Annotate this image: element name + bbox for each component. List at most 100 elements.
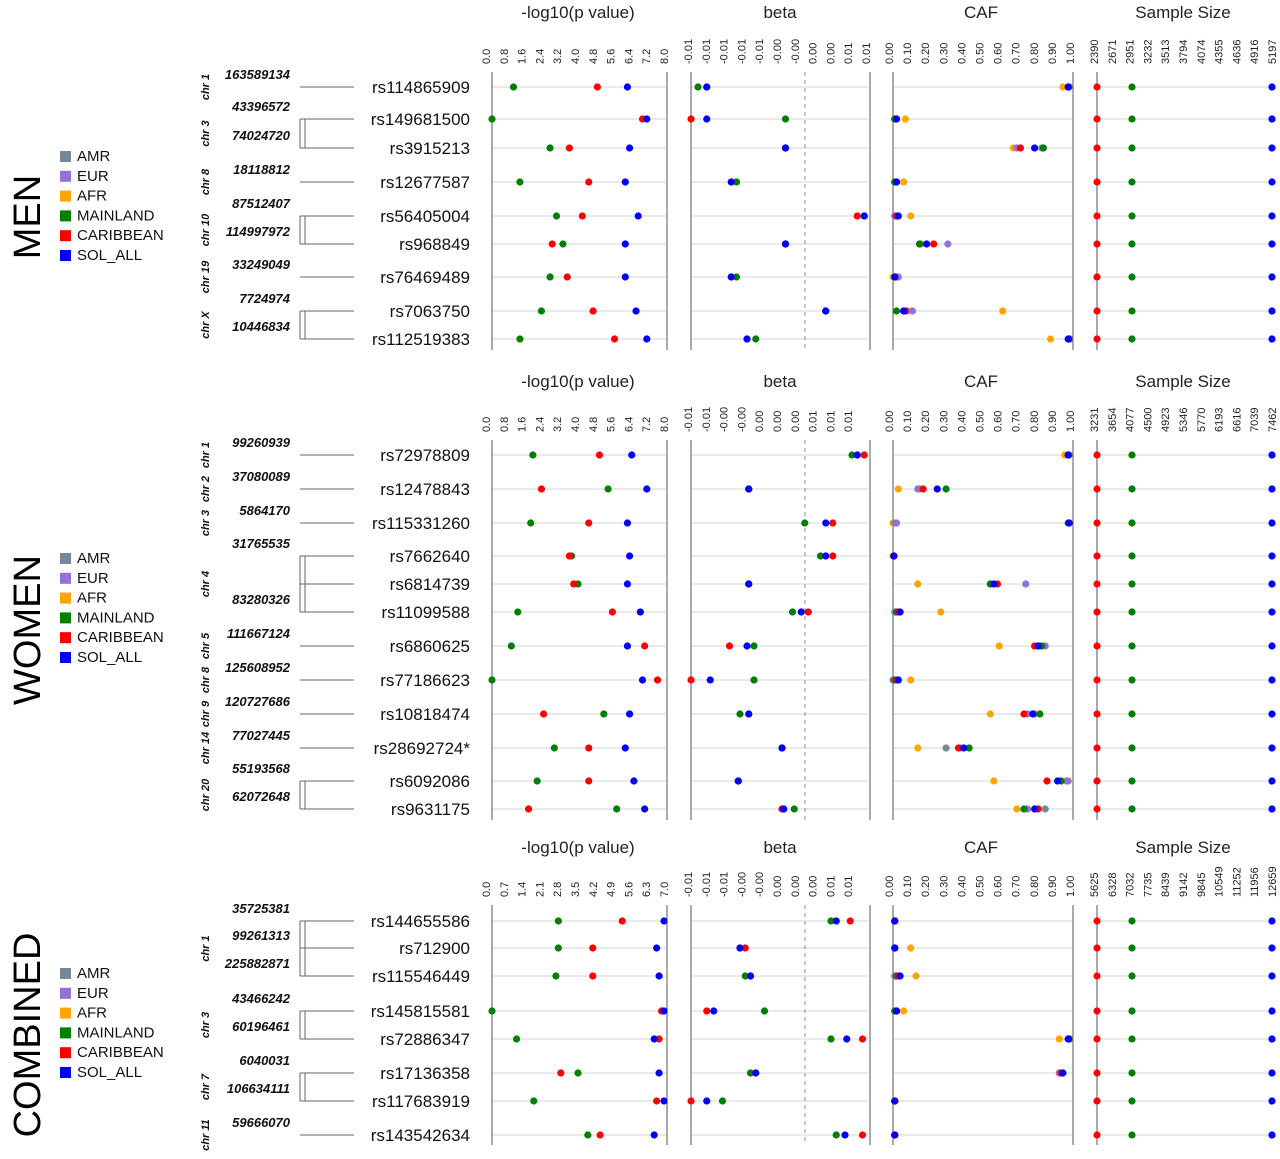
marker-n-sol_all [1268, 580, 1276, 588]
marker-beta-caribbean [687, 676, 695, 684]
marker-pval-mainland [550, 744, 558, 752]
snp-label: rs115546449 [372, 967, 470, 986]
marker-pval-sol_all [653, 944, 661, 952]
marker-pval-caribbean [585, 178, 593, 186]
marker-beta-sol_all [703, 83, 711, 91]
marker-caf-sol_all [1034, 642, 1042, 650]
chromosome-label: chr 9 [200, 700, 212, 727]
marker-pval-caribbean [653, 1097, 661, 1105]
marker-n-caribbean [1093, 335, 1101, 343]
marker-caf-eur [892, 519, 901, 527]
tick-label-pval: 6.4 [623, 417, 635, 432]
marker-beta-sol_all [703, 1097, 711, 1105]
marker-caf-caribbean [954, 744, 963, 752]
legend-label-sol_all: SOL_ALL [77, 1064, 142, 1081]
marker-beta-sol_all [822, 552, 830, 560]
tick-label-beta: 0.01 [843, 411, 855, 432]
tick-label-beta: -0.00 [736, 407, 748, 432]
legend-swatch-caribbean [60, 1047, 71, 1059]
marker-pval-caribbean [610, 335, 619, 343]
marker-caf-afr [914, 580, 922, 588]
tick-label-beta: 0.00 [808, 43, 820, 64]
marker-pval-sol_all [636, 608, 644, 616]
chromosome-label: chr 10 [200, 213, 212, 246]
marker-n-sol_all [1268, 1069, 1276, 1077]
marker-caf-sol_all [894, 676, 902, 684]
marker-pval-mainland [554, 917, 562, 925]
legend-swatch-eur [60, 572, 71, 584]
marker-caf-sol_all [923, 240, 931, 248]
snp-label: rs17136358 [380, 1064, 470, 1083]
position-label: 163589134 [225, 67, 291, 82]
marker-pval-sol_all [623, 83, 632, 91]
legend-label-afr: AFR [77, 188, 107, 205]
marker-n-mainland [1128, 608, 1136, 616]
marker-n-sol_all [1268, 1035, 1276, 1043]
marker-n-sol_all [1268, 944, 1276, 952]
tick-label-n: 6328 [1107, 873, 1119, 897]
legend-swatch-afr [60, 592, 71, 604]
marker-beta-mainland [816, 552, 825, 560]
marker-caf-sol_all [891, 273, 899, 281]
position-label: 120727686 [225, 694, 291, 709]
marker-beta-mainland [750, 642, 758, 650]
marker-caf-afr [1059, 83, 1067, 91]
tick-label-beta: 0.00 [772, 876, 784, 897]
marker-n-mainland [1128, 83, 1136, 91]
legend-label-caribbean: CARIBBEAN [77, 1044, 164, 1061]
legend-swatch-afr [60, 1007, 71, 1019]
tick-label-caf: 0.00 [884, 43, 896, 64]
marker-n-caribbean [1093, 710, 1101, 718]
marker-pval-sol_all [630, 777, 638, 785]
tick-label-n: 5197 [1267, 40, 1279, 64]
tick-label-caf: 1.00 [1065, 411, 1077, 432]
marker-pval-sol_all [655, 1069, 663, 1077]
marker-caf-mainland [1020, 805, 1028, 813]
marker-beta-sol_all [745, 710, 753, 718]
marker-pval-mainland [613, 805, 621, 813]
legend-label-caribbean: CARIBBEAN [77, 629, 164, 646]
position-label: 225882871 [224, 956, 290, 971]
marker-caf-sol_all [990, 580, 998, 588]
marker-pval-caribbean [570, 580, 578, 588]
marker-n-sol_all [1268, 485, 1276, 493]
marker-beta-caribbean [829, 552, 837, 560]
tick-label-n: 11956 [1249, 867, 1261, 897]
snp-label: rs114865909 [372, 78, 470, 97]
marker-n-mainland [1128, 240, 1136, 248]
chromosome-label: chr 2 [200, 476, 212, 502]
chromosome-label: chr X [200, 311, 212, 339]
marker-beta-caribbean [703, 1007, 711, 1015]
tick-label-pval: 0.0 [481, 882, 493, 897]
marker-pval-caribbean [653, 676, 662, 684]
marker-caf-sol_all [1064, 335, 1072, 343]
chromosome-label: chr 3 [200, 120, 212, 146]
marker-beta-mainland [694, 83, 702, 91]
marker-pval-mainland [574, 1069, 582, 1077]
tick-label-n: 6616 [1231, 408, 1243, 432]
marker-caf-afr [1055, 1035, 1063, 1043]
tick-label-beta: -0.01 [719, 872, 731, 897]
marker-pval-caribbean [589, 944, 597, 952]
tick-label-caf: 0.60 [993, 876, 1005, 897]
marker-beta-sol_all [853, 451, 861, 459]
marker-beta-mainland [781, 115, 790, 123]
position-label: 10446834 [232, 319, 291, 334]
legend-label-eur: EUR [77, 985, 109, 1002]
position-label: 31765535 [232, 536, 291, 551]
tick-label-n: 3231 [1089, 408, 1101, 432]
tick-label-pval: 1.6 [517, 417, 529, 432]
marker-beta-sol_all [822, 519, 830, 527]
tick-label-pval: 6.3 [641, 882, 653, 897]
marker-pval-caribbean [565, 552, 574, 560]
column-header-n: Sample Size [1135, 372, 1230, 391]
marker-pval-caribbean [537, 485, 546, 493]
tick-label-n: 2390 [1089, 40, 1101, 64]
marker-n-sol_all [1268, 144, 1276, 152]
marker-n-mainland [1128, 144, 1136, 152]
snp-label: rs112519383 [372, 330, 470, 349]
snp-label: rs145815581 [371, 1002, 470, 1021]
marker-caf-sol_all [960, 744, 968, 752]
marker-pval-mainland [559, 240, 567, 248]
